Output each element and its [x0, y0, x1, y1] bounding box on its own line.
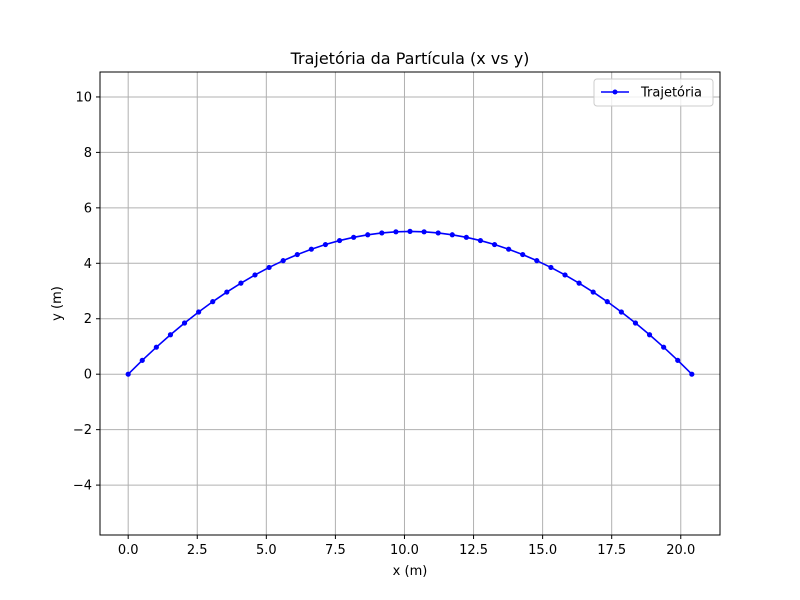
x-tick-label: 15.0: [528, 543, 557, 558]
data-point: [590, 289, 596, 295]
data-point: [661, 344, 667, 350]
data-point: [520, 251, 526, 258]
data-point: [421, 229, 427, 235]
data-point: [210, 299, 216, 305]
y-tick-label: −4: [73, 479, 92, 494]
series-layer: [125, 228, 695, 377]
y-tick-label: 8: [84, 146, 92, 161]
y-tick-label: 10: [75, 90, 92, 105]
x-axis-label: x (m): [393, 564, 428, 579]
data-point: [336, 237, 343, 244]
data-point: [463, 234, 469, 240]
y-tick-label: 0: [84, 368, 92, 383]
data-point: [632, 320, 639, 326]
data-point: [675, 357, 681, 363]
data-point: [393, 229, 399, 235]
x-tick-label: 20.0: [666, 543, 695, 558]
y-axis-label: y (m): [50, 286, 65, 321]
chart-title: Trajetória da Partícula (x vs y): [290, 49, 530, 68]
y-tick-label: 6: [84, 201, 92, 216]
y-tick-label: 4: [84, 257, 92, 272]
data-point: [294, 251, 300, 258]
data-point: [224, 289, 230, 295]
data-point: [139, 357, 145, 363]
x-tick-label: 17.5: [597, 543, 626, 558]
data-point: [562, 272, 568, 278]
x-axis-ticks: 0.0 2.5 5.0 7.5 10.0 12.5 15.0 17.5 20.0: [118, 535, 695, 558]
data-point: [196, 309, 202, 315]
y-tick-label: −2: [73, 423, 92, 438]
legend-marker-swatch: [612, 89, 618, 95]
legend: Trajetória: [593, 78, 714, 107]
data-point: [351, 234, 357, 240]
data-point: [181, 320, 188, 326]
data-point: [153, 344, 159, 350]
data-point: [435, 230, 441, 236]
x-tick-label: 5.0: [256, 543, 277, 558]
x-tick-label: 10.0: [390, 543, 419, 558]
plot-area-frame: [99, 71, 721, 536]
data-point: [477, 237, 484, 244]
data-point: [646, 332, 653, 338]
legend-frame: [593, 78, 714, 107]
data-point: [322, 241, 329, 248]
legend-label-trajetoria: Trajetória: [640, 86, 702, 101]
data-point: [379, 230, 385, 236]
data-point: [252, 272, 258, 278]
data-point: [618, 309, 624, 315]
data-point: [365, 232, 371, 238]
data-point: [689, 371, 695, 377]
data-point: [280, 258, 286, 264]
grid: [100, 72, 720, 535]
x-tick-label: 0.0: [118, 543, 139, 558]
data-point: [308, 246, 314, 252]
data-point: [604, 299, 610, 305]
data-point: [491, 241, 498, 248]
y-axis-ticks: −4 −2 0 2 4 6 8 10: [73, 90, 100, 494]
data-point: [125, 371, 131, 377]
data-point: [449, 232, 455, 238]
x-tick-label: 7.5: [325, 543, 346, 558]
y-tick-label: 2: [84, 312, 92, 327]
data-point: [548, 264, 554, 271]
data-point: [506, 246, 512, 252]
x-tick-label: 2.5: [187, 543, 208, 558]
data-point: [266, 264, 272, 271]
data-point: [167, 332, 174, 338]
x-tick-label: 12.5: [459, 543, 488, 558]
data-point: [534, 258, 540, 264]
data-point: [238, 280, 244, 286]
data-point: [407, 228, 413, 234]
data-point: [576, 280, 582, 286]
